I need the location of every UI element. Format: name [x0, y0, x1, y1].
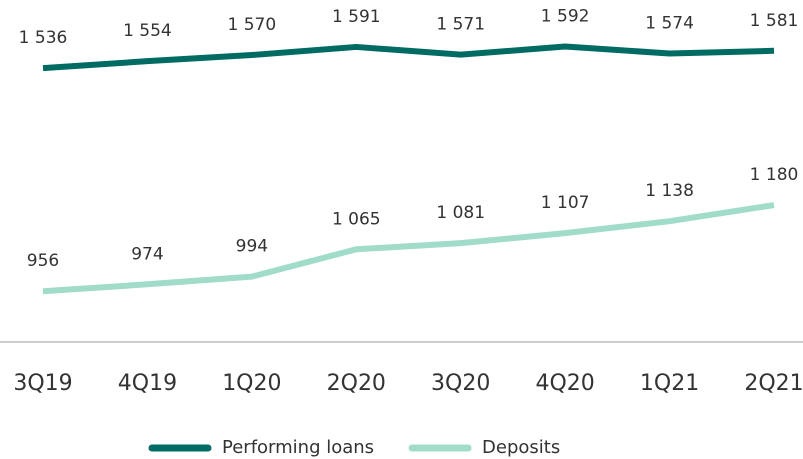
- data-label: 1 592: [541, 7, 590, 27]
- line: [42, 202, 775, 295]
- data-label: 1 107: [541, 193, 590, 213]
- line: [42, 43, 775, 72]
- x-tick-label: 1Q21: [640, 371, 699, 396]
- legend-label: Performing loans: [222, 437, 374, 458]
- x-tick-label: 4Q19: [118, 371, 177, 396]
- data-label: 956: [27, 251, 59, 271]
- data-label: 994: [236, 237, 268, 257]
- x-tick-label: 3Q20: [431, 371, 490, 396]
- x-tick-label: 3Q19: [13, 371, 72, 396]
- data-label: 1 554: [123, 21, 172, 41]
- data-label: 1 570: [228, 15, 277, 35]
- data-label: 1 081: [436, 203, 485, 223]
- data-label: 1 536: [19, 28, 68, 48]
- x-tick-label: 2Q20: [327, 371, 386, 396]
- data-label: 1 571: [436, 15, 485, 35]
- data-label: 1 180: [750, 165, 799, 185]
- data-label: 1 591: [332, 7, 381, 27]
- legend-label: Deposits: [482, 437, 560, 458]
- x-tick-label: 2Q21: [744, 371, 803, 396]
- x-tick-label: 4Q20: [535, 371, 594, 396]
- data-label: 1 138: [645, 181, 694, 201]
- data-label: 1 574: [645, 13, 694, 33]
- data-label: 1 581: [750, 11, 799, 31]
- data-label: 974: [131, 244, 163, 264]
- data-label: 1 065: [332, 209, 381, 229]
- x-tick-label: 1Q20: [222, 371, 281, 396]
